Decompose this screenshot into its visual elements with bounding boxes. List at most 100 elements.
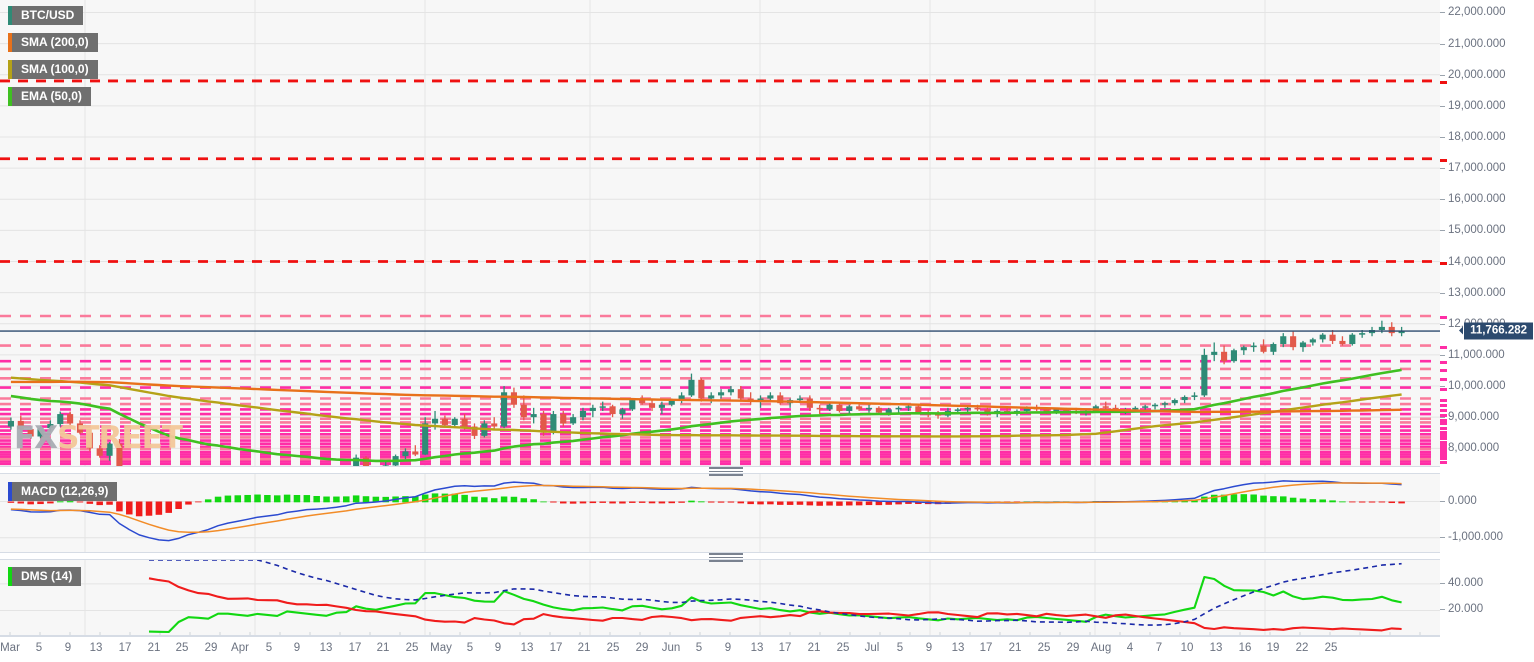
legend-swatch-sma200 (8, 33, 12, 52)
axis-level-marker (1440, 80, 1447, 84)
axis-level-marker (1440, 422, 1447, 426)
legend-ema50[interactable]: EMA (50,0) (8, 87, 91, 106)
macd-plot-area[interactable] (0, 474, 1440, 552)
price-tick-mark (1440, 417, 1445, 419)
legend-label-btcusd: BTC/USD (12, 6, 84, 25)
time-tick-label: Jul (864, 642, 880, 654)
time-tick-label: 7 (1155, 642, 1163, 654)
axis-level-marker (1440, 387, 1447, 391)
time-tick-label: 25 (1324, 642, 1338, 654)
time-tick-label: 5 (35, 642, 43, 654)
time-tick-label: 21 (577, 642, 591, 654)
price-tick-label: 21,000.000 (1448, 37, 1506, 50)
time-tick-label: Mar (0, 642, 20, 654)
axis-level-marker (1440, 448, 1447, 452)
time-tick-label: 17 (348, 642, 362, 654)
legend-swatch-ema50 (8, 87, 12, 106)
macd-tick-label: 0.000 (1448, 494, 1477, 507)
price-tick-label: 14,000.000 (1448, 255, 1506, 268)
legend-swatch-macd (8, 482, 12, 501)
time-tick-label: 4 (1126, 642, 1134, 654)
time-tick-label: 22 (1295, 642, 1309, 654)
time-tick-label: 9 (494, 642, 502, 654)
time-tick-label: 17 (979, 642, 993, 654)
dms-tick-mark (1440, 582, 1445, 584)
legend-macd[interactable]: MACD (12,26,9) (8, 482, 118, 501)
axis-level-marker (1440, 378, 1447, 382)
time-tick-label: 13 (951, 642, 965, 654)
price-tick-label: 19,000.000 (1448, 99, 1506, 112)
time-tick-label: 25 (175, 642, 189, 654)
time-tick-label: 13 (520, 642, 534, 654)
axis-level-marker (1440, 316, 1447, 319)
time-tick-label: 19 (1266, 642, 1280, 654)
axis-level-marker (1440, 443, 1447, 447)
dms-tick-label: 20.000 (1448, 603, 1484, 616)
dms-plot-area[interactable] (0, 560, 1440, 635)
price-tick-label: 15,000.000 (1448, 224, 1506, 237)
time-tick-label: 21 (1008, 642, 1022, 654)
time-tick-label: 29 (1066, 642, 1080, 654)
price-tick-label: 17,000.000 (1448, 162, 1506, 175)
current-price-badge: 11,766.282 (1459, 322, 1533, 340)
legend-label-macd: MACD (12,26,9) (12, 482, 118, 501)
time-tick-label: 21 (807, 642, 821, 654)
time-tick-label: 13 (750, 642, 764, 654)
axis-level-marker (1440, 418, 1447, 422)
time-tick-label: 10 (1180, 642, 1194, 654)
panel-resize-handle-macd[interactable] (709, 467, 743, 476)
time-tick-label: 25 (606, 642, 620, 654)
legend-sma200[interactable]: SMA (200,0) (8, 33, 98, 52)
price-tick-mark (1440, 230, 1445, 232)
axis-level-marker (1440, 426, 1447, 430)
time-tick-label: 5 (466, 642, 474, 654)
time-axis[interactable]: Mar 5 9 13 17 21 25 29 Apr 5 9 13 17 21 25 May 5 9 13 17 21 2… (0, 636, 1440, 662)
axis-level-marker (1440, 461, 1447, 465)
price-tick-label: 10,000.000 (1448, 380, 1506, 393)
time-tick-label: 5 (695, 642, 703, 654)
legend-label-dms: DMS (14) (12, 567, 82, 586)
price-tick-mark (1440, 136, 1445, 138)
time-tick-label: 17 (778, 642, 792, 654)
legend-label-ema50: EMA (50,0) (12, 87, 91, 106)
time-tick-label: 25 (836, 642, 850, 654)
time-tick-label: May (430, 642, 452, 654)
time-tick-label: 13 (319, 642, 333, 654)
price-plot-area[interactable] (0, 0, 1440, 466)
axis-level-marker (1440, 457, 1447, 461)
price-tick-mark (1440, 386, 1445, 388)
price-tick-mark (1440, 323, 1445, 325)
axis-level-marker (1440, 361, 1447, 365)
panel-resize-handle-dms[interactable] (709, 553, 743, 562)
time-tick-label: 29 (204, 642, 218, 654)
macd-tick-label: -1,000.000 (1448, 530, 1503, 543)
dms-panel (0, 559, 1440, 636)
price-tick-label: 13,000.000 (1448, 286, 1506, 299)
price-tick-mark (1440, 168, 1445, 170)
price-tick-mark (1440, 74, 1445, 76)
time-tick-label: 5 (896, 642, 904, 654)
axis-level-marker (1440, 398, 1447, 402)
axis-level-marker (1440, 434, 1447, 438)
axis-level-marker (1440, 409, 1447, 413)
price-tick-label: 11,000.000 (1448, 348, 1505, 361)
legend-sma100[interactable]: SMA (100,0) (8, 60, 98, 79)
time-tick-label: 13 (89, 642, 103, 654)
legend-btcusd[interactable]: BTC/USD (8, 6, 84, 25)
legend-dms[interactable]: DMS (14) (8, 567, 82, 586)
axis-level-marker (1440, 430, 1447, 434)
time-tick-label: 21 (376, 642, 390, 654)
dms-tick-mark (1440, 609, 1445, 611)
axis-level-marker (1440, 437, 1447, 441)
price-panel (0, 0, 1440, 467)
axis-level-marker (1440, 414, 1447, 418)
axis-level-marker (1440, 404, 1447, 408)
time-tick-label: Aug (1090, 642, 1112, 654)
axis-level-marker (1440, 368, 1447, 372)
price-tick-mark (1440, 199, 1445, 201)
price-tick-label: 18,000.000 (1448, 130, 1506, 143)
macd-tick-mark (1440, 536, 1445, 538)
time-tick-label: 5 (265, 642, 273, 654)
axis-level-marker (1440, 261, 1447, 265)
time-tick-label: Jun (661, 642, 681, 654)
